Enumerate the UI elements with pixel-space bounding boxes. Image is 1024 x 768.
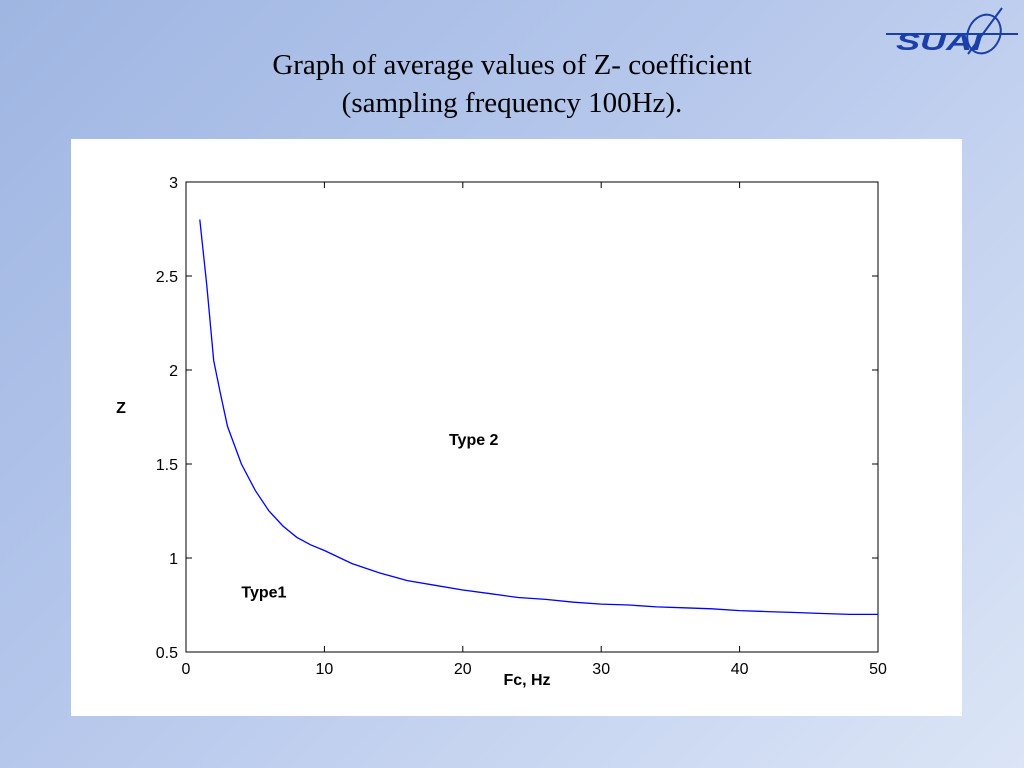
x-tick-label: 0 — [182, 661, 191, 678]
plot-area — [185, 181, 879, 653]
chart-annotation: Type1 — [241, 584, 286, 601]
suai-logo: SUAI — [886, 7, 1018, 56]
logo-text: SUAI — [896, 29, 984, 56]
chart-annotation: Type 2 — [449, 432, 499, 449]
y-tick-label: 2 — [169, 363, 178, 380]
y-tick-label: 1.5 — [156, 457, 178, 474]
x-tick-label: 10 — [316, 661, 334, 678]
y-tick-label: 0.5 — [156, 645, 178, 662]
slide-title: Graph of average values of Z- coefficien… — [0, 46, 1024, 122]
chart-panel: 0 10 20 30 40 50 0.5 1 1.5 2 2.5 3 Fc, Hz Z Type 2 T… — [71, 139, 962, 716]
x-tick-label: 50 — [869, 661, 887, 678]
series-line — [199, 219, 878, 616]
slide-title-line-2: (sampling frequency 100Hz). — [341, 87, 683, 119]
x-tick-label: 20 — [454, 661, 472, 678]
y-tick-label: 3 — [169, 175, 178, 192]
line-chart: 0 10 20 30 40 50 0.5 1 1.5 2 2.5 3 Fc, Hz Z Type 2 T… — [116, 175, 887, 689]
x-tick-label: 40 — [731, 661, 749, 678]
x-axis-label: Fc, Hz — [503, 672, 550, 689]
slide-title-line-1: Graph of average values of Z- coefficien… — [272, 49, 752, 81]
y-tick-label: 2.5 — [156, 269, 178, 286]
y-axis-label: Z — [116, 400, 126, 417]
x-tick-label: 30 — [592, 661, 610, 678]
y-tick-label: 1 — [169, 551, 178, 568]
